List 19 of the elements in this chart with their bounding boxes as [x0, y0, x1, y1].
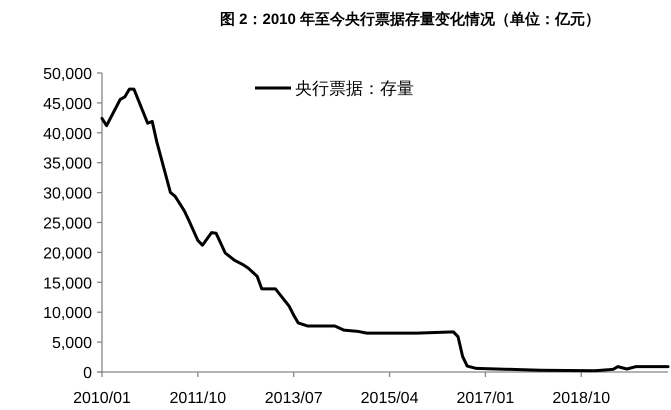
legend-label: 央行票据：存量 — [295, 79, 414, 98]
y-tick-label: 40,000 — [43, 126, 92, 143]
y-tick-label: 25,000 — [43, 216, 92, 232]
x-tick-label: 2018/10 — [552, 390, 610, 407]
y-tick-label: 20,000 — [43, 245, 92, 262]
y-tick-label: 35,000 — [43, 156, 92, 173]
y-tick-label: 10,000 — [43, 305, 92, 322]
x-tick-label: 2010/01 — [73, 390, 132, 407]
y-tick-label: 50,000 — [43, 66, 92, 83]
y-tick-label: 45,000 — [43, 96, 92, 113]
x-tick-label: 2011/10 — [170, 390, 226, 407]
chart-title: 图 2：2010 年至今央行票据存量变化情况（单位：亿元） — [220, 10, 600, 28]
y-tick-label: 5,000 — [52, 335, 92, 352]
x-tick-label: 2015/04 — [360, 390, 419, 407]
y-tick-label: 15,000 — [43, 275, 92, 292]
y-tick-label: 0 — [83, 365, 92, 382]
x-tick-label: 2017/01 — [456, 390, 514, 407]
x-tick-label: 2013/07 — [264, 390, 323, 407]
y-tick-label: 30,000 — [43, 186, 92, 203]
